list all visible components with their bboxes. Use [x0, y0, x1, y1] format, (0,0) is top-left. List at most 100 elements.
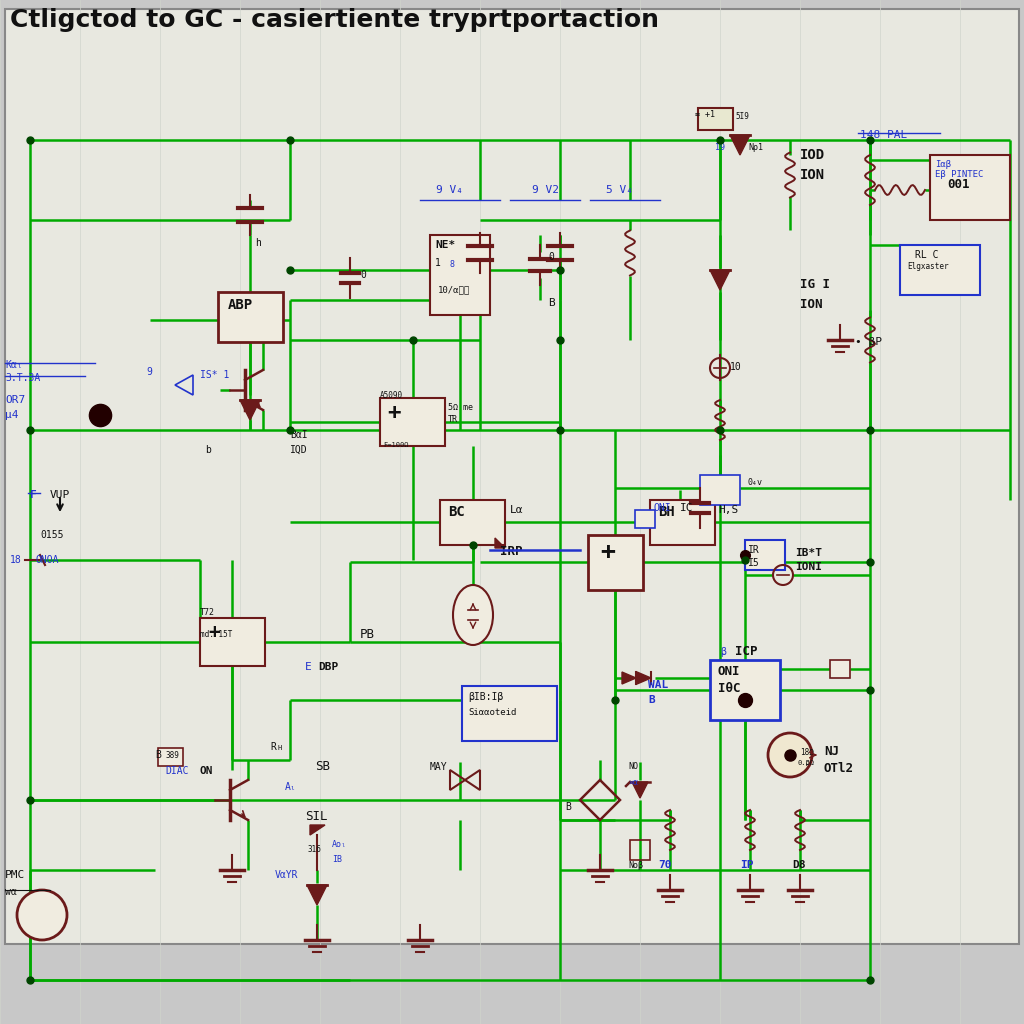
- Text: B: B: [548, 298, 555, 308]
- Bar: [900, 245, 980, 295]
- Text: B: B: [565, 802, 570, 812]
- Text: 8: 8: [450, 260, 455, 269]
- Text: IOD: IOD: [800, 148, 825, 162]
- Text: VUP: VUP: [50, 490, 71, 500]
- Text: BH: BH: [658, 505, 675, 519]
- Text: I5: I5: [748, 558, 760, 568]
- Polygon shape: [637, 672, 651, 684]
- Polygon shape: [307, 885, 327, 905]
- Text: 148 PAL: 148 PAL: [860, 130, 907, 140]
- Text: MAY: MAY: [430, 762, 447, 772]
- Bar: [710, 660, 780, 720]
- Text: B: B: [648, 695, 654, 705]
- Text: WAL: WAL: [648, 680, 669, 690]
- Text: 18: 18: [10, 555, 22, 565]
- Text: β: β: [720, 647, 726, 657]
- Text: 10/αⱠⱠ: 10/αⱠⱠ: [438, 285, 470, 294]
- Text: TR: TR: [449, 415, 458, 424]
- Text: F=100Ω: F=100Ω: [383, 442, 409, 449]
- Polygon shape: [730, 135, 750, 155]
- Text: ION: ION: [800, 168, 825, 182]
- Bar: [462, 686, 557, 741]
- Text: Iαβ
Eβ PINTEC: Iαβ Eβ PINTEC: [935, 160, 983, 179]
- Text: 0155: 0155: [40, 530, 63, 540]
- Bar: [630, 840, 650, 860]
- Text: H: H: [278, 745, 283, 751]
- Text: h: h: [255, 238, 261, 248]
- Text: βIB:Iβ: βIB:Iβ: [468, 692, 503, 702]
- Text: ION: ION: [800, 298, 822, 311]
- Text: ⨯α: ⨯α: [628, 778, 638, 787]
- Text: Siααoteid: Siααoteid: [468, 708, 516, 717]
- Text: ONI: ONI: [654, 503, 672, 513]
- Text: +: +: [387, 403, 400, 423]
- Circle shape: [17, 890, 67, 940]
- Text: PB: PB: [360, 628, 375, 641]
- Text: ON: ON: [200, 766, 213, 776]
- Text: 19: 19: [715, 143, 725, 153]
- Bar: [930, 155, 1010, 220]
- Text: 0₄v: 0₄v: [748, 478, 763, 487]
- Text: VαΥR: VαΥR: [275, 870, 299, 880]
- Ellipse shape: [453, 585, 493, 645]
- Text: 316: 316: [308, 845, 322, 854]
- Bar: [218, 292, 283, 342]
- Text: Kαₗ: Kαₗ: [5, 360, 23, 370]
- Text: T72: T72: [200, 608, 215, 617]
- Text: +: +: [208, 623, 220, 642]
- Polygon shape: [240, 400, 260, 420]
- Text: Elgxaster: Elgxaster: [907, 262, 948, 271]
- Bar: [158, 748, 183, 766]
- Text: +: +: [600, 540, 615, 564]
- Text: IP: IP: [740, 860, 754, 870]
- Text: IG I: IG I: [800, 278, 830, 291]
- Text: Aoₗ: Aoₗ: [332, 840, 347, 849]
- Polygon shape: [310, 825, 325, 835]
- Text: 5 V₄: 5 V₄: [606, 185, 634, 195]
- Text: 10: 10: [730, 362, 741, 372]
- Text: IB: IB: [332, 855, 342, 864]
- Bar: [698, 108, 733, 130]
- Text: 5Ω me: 5Ω me: [449, 403, 473, 412]
- Text: DBP: DBP: [318, 662, 338, 672]
- Text: SB: SB: [315, 760, 330, 773]
- Text: 0: 0: [548, 252, 554, 262]
- Text: IRP: IRP: [500, 545, 522, 558]
- Text: 9 V₄: 9 V₄: [436, 185, 464, 195]
- Text: • βP: • βP: [855, 337, 882, 347]
- Text: ≡ +1: ≡ +1: [695, 110, 715, 119]
- Text: OTl2: OTl2: [824, 762, 854, 775]
- Text: R: R: [270, 742, 275, 752]
- Text: 5I9: 5I9: [735, 112, 749, 121]
- Text: ICP: ICP: [735, 645, 758, 658]
- Text: μ4: μ4: [5, 410, 18, 420]
- Text: H,S: H,S: [718, 505, 738, 515]
- Bar: [745, 540, 785, 570]
- Text: DIAC: DIAC: [165, 766, 188, 776]
- Polygon shape: [632, 782, 648, 798]
- Text: RL C: RL C: [915, 250, 939, 260]
- Text: IONI: IONI: [795, 562, 822, 572]
- Text: IS* 1: IS* 1: [200, 370, 229, 380]
- Text: Ctligctod to GC - casiertiente tryprtportaction: Ctligctod to GC - casiertiente tryprtpor…: [10, 8, 659, 32]
- Text: BαI: BαI: [290, 430, 307, 440]
- Text: 70: 70: [658, 860, 672, 870]
- Text: wα: wα: [5, 887, 16, 897]
- Text: BC: BC: [449, 505, 465, 519]
- Text: md. 15T: md. 15T: [200, 630, 232, 639]
- Text: SIL: SIL: [305, 810, 328, 823]
- Text: 9: 9: [146, 367, 152, 377]
- Bar: [380, 398, 445, 446]
- Text: E: E: [305, 662, 311, 672]
- Text: NJ: NJ: [824, 745, 839, 758]
- Text: NO: NO: [628, 762, 638, 771]
- Polygon shape: [495, 538, 505, 548]
- Bar: [440, 500, 505, 545]
- Bar: [635, 510, 655, 528]
- Bar: [830, 660, 850, 678]
- Text: IR: IR: [748, 545, 760, 555]
- Text: OR7: OR7: [5, 395, 26, 406]
- Text: 1: 1: [435, 258, 441, 268]
- Text: A5090: A5090: [380, 391, 403, 400]
- Text: 18Ω: 18Ω: [800, 748, 814, 757]
